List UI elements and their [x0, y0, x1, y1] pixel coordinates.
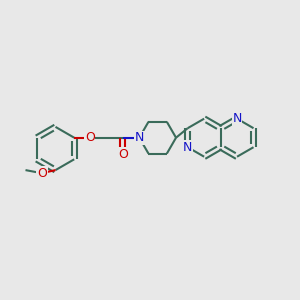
Text: O: O — [85, 131, 95, 144]
Text: N: N — [135, 131, 144, 144]
Text: N: N — [232, 112, 242, 125]
Text: N: N — [183, 141, 192, 154]
Text: O: O — [37, 167, 47, 180]
Text: O: O — [118, 148, 128, 161]
